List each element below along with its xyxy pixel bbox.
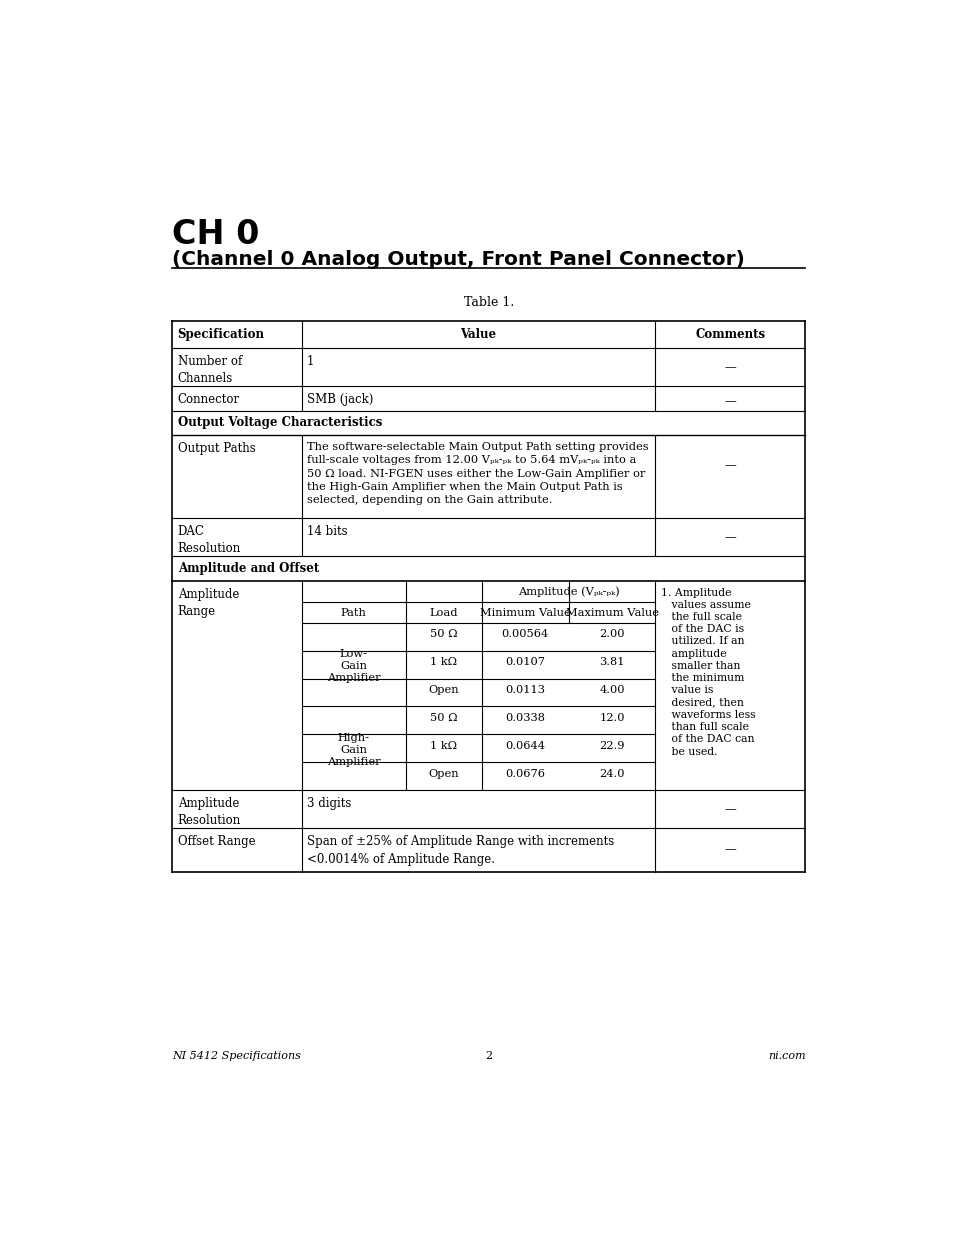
- Text: Minimum Value: Minimum Value: [479, 608, 570, 618]
- Text: NI 5412 Specifications: NI 5412 Specifications: [172, 1051, 301, 1061]
- Text: 2: 2: [485, 1051, 492, 1061]
- Text: 1 kΩ: 1 kΩ: [430, 657, 457, 667]
- Text: Value: Value: [460, 329, 496, 341]
- Text: 50 Ω: 50 Ω: [430, 630, 457, 640]
- Text: 2.00: 2.00: [598, 630, 624, 640]
- Text: SMB (jack): SMB (jack): [307, 393, 373, 405]
- Text: 0.0107: 0.0107: [505, 657, 545, 667]
- Text: 1: 1: [307, 354, 314, 368]
- Text: Maximum Value: Maximum Value: [565, 608, 658, 618]
- Text: Amplitude and Offset: Amplitude and Offset: [177, 562, 318, 574]
- Text: Open: Open: [428, 769, 458, 779]
- Text: Specification: Specification: [177, 329, 264, 341]
- Text: High-
Gain
Amplifier: High- Gain Amplifier: [327, 734, 380, 767]
- Text: The software-selectable Main Output Path setting provides
full-scale voltages fr: The software-selectable Main Output Path…: [307, 442, 648, 505]
- Text: Output Voltage Characteristics: Output Voltage Characteristics: [177, 416, 381, 430]
- Text: CH 0: CH 0: [172, 217, 259, 251]
- Text: Number of
Channels: Number of Channels: [177, 354, 242, 384]
- Text: Amplitude
Range: Amplitude Range: [177, 588, 239, 618]
- Text: 0.0644: 0.0644: [505, 741, 545, 751]
- Text: 1 kΩ: 1 kΩ: [430, 741, 457, 751]
- Text: Open: Open: [428, 685, 458, 695]
- Text: 0.00564: 0.00564: [501, 630, 548, 640]
- Text: —: —: [723, 804, 736, 816]
- Text: Span of ±25% of Amplitude Range with increments
<0.0014% of Amplitude Range.: Span of ±25% of Amplitude Range with inc…: [307, 835, 614, 866]
- Text: Output Paths: Output Paths: [177, 442, 255, 454]
- Text: Path: Path: [340, 608, 366, 618]
- Text: —: —: [723, 395, 736, 409]
- Text: Comments: Comments: [695, 329, 764, 341]
- Text: 0.0676: 0.0676: [505, 769, 545, 779]
- Text: —: —: [723, 531, 736, 545]
- Text: 24.0: 24.0: [598, 769, 624, 779]
- Text: Connector: Connector: [177, 393, 239, 405]
- Text: Low-
Gain
Amplifier: Low- Gain Amplifier: [327, 650, 380, 683]
- Text: 3 digits: 3 digits: [307, 797, 351, 810]
- Text: 0.0113: 0.0113: [505, 685, 545, 695]
- Text: Table 1.: Table 1.: [463, 295, 514, 309]
- Text: 12.0: 12.0: [598, 713, 624, 722]
- Text: Load: Load: [429, 608, 457, 618]
- Text: 3.81: 3.81: [598, 657, 624, 667]
- Text: Offset Range: Offset Range: [177, 835, 255, 847]
- Text: 4.00: 4.00: [598, 685, 624, 695]
- Text: (Channel 0 Analog Output, Front Panel Connector): (Channel 0 Analog Output, Front Panel Co…: [172, 249, 744, 269]
- Text: ni.com: ni.com: [767, 1051, 804, 1061]
- Text: 0.0338: 0.0338: [505, 713, 545, 722]
- Text: DAC
Resolution: DAC Resolution: [177, 525, 241, 555]
- Text: —: —: [723, 844, 736, 856]
- Text: Amplitude (Vₚₖ-ₚₖ): Amplitude (Vₚₖ-ₚₖ): [517, 587, 618, 598]
- Text: —: —: [723, 459, 736, 472]
- Text: Amplitude
Resolution: Amplitude Resolution: [177, 797, 241, 826]
- Text: 50 Ω: 50 Ω: [430, 713, 457, 722]
- Text: 1. Amplitude
   values assume
   the full scale
   of the DAC is
   utilized. If: 1. Amplitude values assume the full scal…: [659, 588, 755, 757]
- Text: 14 bits: 14 bits: [307, 525, 347, 537]
- Text: 22.9: 22.9: [598, 741, 624, 751]
- Text: —: —: [723, 361, 736, 374]
